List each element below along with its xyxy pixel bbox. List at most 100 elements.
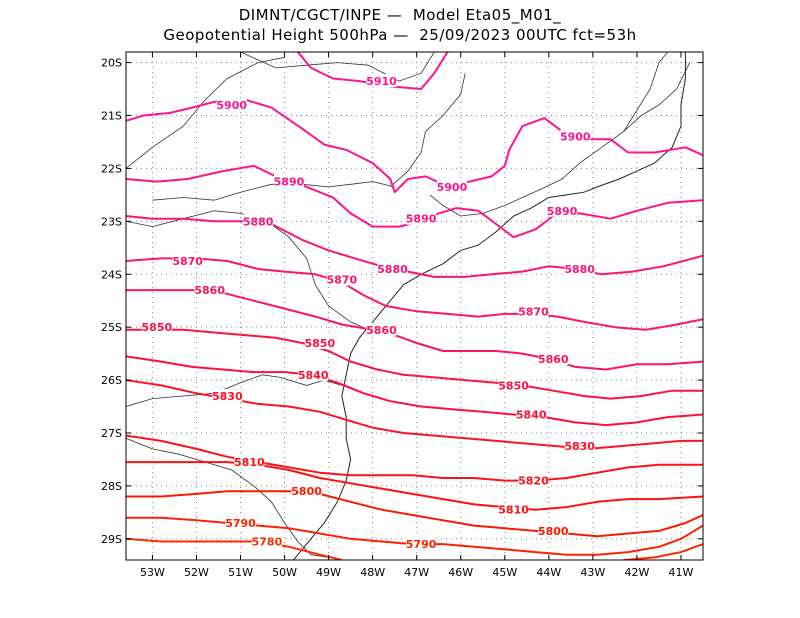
contour-label: 5870 <box>172 255 203 268</box>
contour-5780 <box>126 537 343 560</box>
contour-label-bg <box>538 351 569 365</box>
contour-label-bg <box>172 254 203 268</box>
contour-label: 5790 <box>225 517 256 530</box>
contour-label: 5900 <box>560 131 591 144</box>
contour-label: 5780 <box>252 535 283 548</box>
contour-label: 5880 <box>377 263 408 276</box>
lat-label: 21S <box>101 110 122 123</box>
lon-label: 46W <box>448 566 473 579</box>
contour-label-bg <box>406 211 437 225</box>
contour-label: 5870 <box>327 274 358 287</box>
axis-ticks: 20S 21S 22S 23S 24S 25S 26S 27S 28S 29S 53W 52W 51W 5… <box>101 52 703 579</box>
contour-label-bg <box>212 388 243 402</box>
contour-label: 5890 <box>406 213 437 226</box>
contour-label: 5860 <box>366 324 397 337</box>
lat-label: 27S <box>101 427 122 440</box>
contour-5850 <box>126 328 703 400</box>
lon-label: 51W <box>228 566 253 579</box>
contour-5800 <box>126 490 703 538</box>
contour-label-bg <box>298 367 329 381</box>
contour-label-bg <box>326 272 357 286</box>
contour-label: 5800 <box>291 485 322 498</box>
lon-label: 52W <box>184 566 209 579</box>
contour-5820 <box>126 434 703 482</box>
contour-label-bg <box>564 439 595 453</box>
contour-label-bg <box>291 484 322 498</box>
contour-label: 5850 <box>304 337 335 350</box>
contour-label: 5830 <box>564 440 595 453</box>
contour-label-bg <box>251 534 282 548</box>
contour-label-bg <box>216 97 247 111</box>
lon-label: 44W <box>536 566 561 579</box>
contour-label-bg <box>436 179 467 193</box>
height-contours <box>126 52 703 560</box>
contour-label: 5840 <box>298 369 329 382</box>
contour-label-bg <box>538 523 569 537</box>
contour-label-bg <box>194 283 225 297</box>
lon-label: 41W <box>669 566 694 579</box>
contour-label: 5870 <box>518 305 549 318</box>
contour-label-bg <box>234 455 265 469</box>
contour-label: 5860 <box>194 284 225 297</box>
contour-label: 5850 <box>142 321 173 334</box>
contour-label-bg <box>516 407 547 421</box>
lon-label: 43W <box>580 566 605 579</box>
contour-label: 5880 <box>564 263 595 276</box>
lat-label: 25S <box>101 321 122 334</box>
state-border <box>126 56 285 169</box>
contour-label-bg <box>518 473 549 487</box>
contour-5810 <box>126 461 703 511</box>
lon-label: 53W <box>140 566 165 579</box>
contour-label: 5810 <box>498 504 529 517</box>
contour-label-bg <box>547 203 578 217</box>
contour-label-bg <box>406 537 437 551</box>
graticule <box>126 52 703 560</box>
coastline <box>293 52 686 560</box>
lat-label: 23S <box>101 215 122 228</box>
lon-label: 50W <box>272 566 297 579</box>
contour-label: 5790 <box>406 538 437 551</box>
contour-label-bg <box>273 174 304 188</box>
state-border <box>126 374 342 407</box>
lat-label: 24S <box>101 268 122 281</box>
lat-label: 22S <box>101 162 122 175</box>
contour-label-bg <box>377 261 408 275</box>
contour-label: 5900 <box>437 181 468 194</box>
contour-label-bg <box>141 320 172 334</box>
lat-label: 26S <box>101 374 122 387</box>
contour-5840 <box>126 355 703 427</box>
contour-labels: 5910 5900 5900 5900 5890 5890 5890 5880 5880 5880… <box>141 74 595 551</box>
lon-label: 42W <box>624 566 649 579</box>
state-border <box>390 73 466 188</box>
coastline-path <box>293 52 686 560</box>
contour-label-bg <box>560 129 591 143</box>
chart-title-line2: Geopotential Height 500hPa — 25/09/2023 … <box>163 26 637 44</box>
chart-title-line1: DIMNT/CGCT/INPE — Model Eta05_M01_ <box>238 6 562 24</box>
lon-label: 45W <box>492 566 517 579</box>
contour-label: 5900 <box>216 99 247 112</box>
contour-5870 <box>126 257 703 331</box>
contour-label: 5820 <box>518 475 549 488</box>
contour-label: 5890 <box>274 176 305 189</box>
state-border <box>126 437 329 558</box>
contour-label-bg <box>366 74 397 88</box>
state-border <box>126 210 369 331</box>
contour-label: 5800 <box>538 525 569 538</box>
contour-label: 5880 <box>243 215 274 228</box>
contour-label: 5840 <box>516 408 547 421</box>
lon-label: 48W <box>360 566 385 579</box>
state-border <box>623 52 669 132</box>
contour-label-bg <box>304 336 335 350</box>
contour-5780 <box>623 543 703 560</box>
contour-5890 <box>126 164 703 239</box>
lat-label: 20S <box>101 57 122 70</box>
contour-label: 5910 <box>366 75 397 88</box>
contour-5900 <box>126 98 703 194</box>
contour-5860 <box>126 289 703 371</box>
lat-label: 28S <box>101 480 122 493</box>
contour-label-bg <box>225 515 256 529</box>
lon-label: 47W <box>404 566 429 579</box>
contour-label-bg <box>498 502 529 516</box>
lat-label: 29S <box>101 533 122 546</box>
